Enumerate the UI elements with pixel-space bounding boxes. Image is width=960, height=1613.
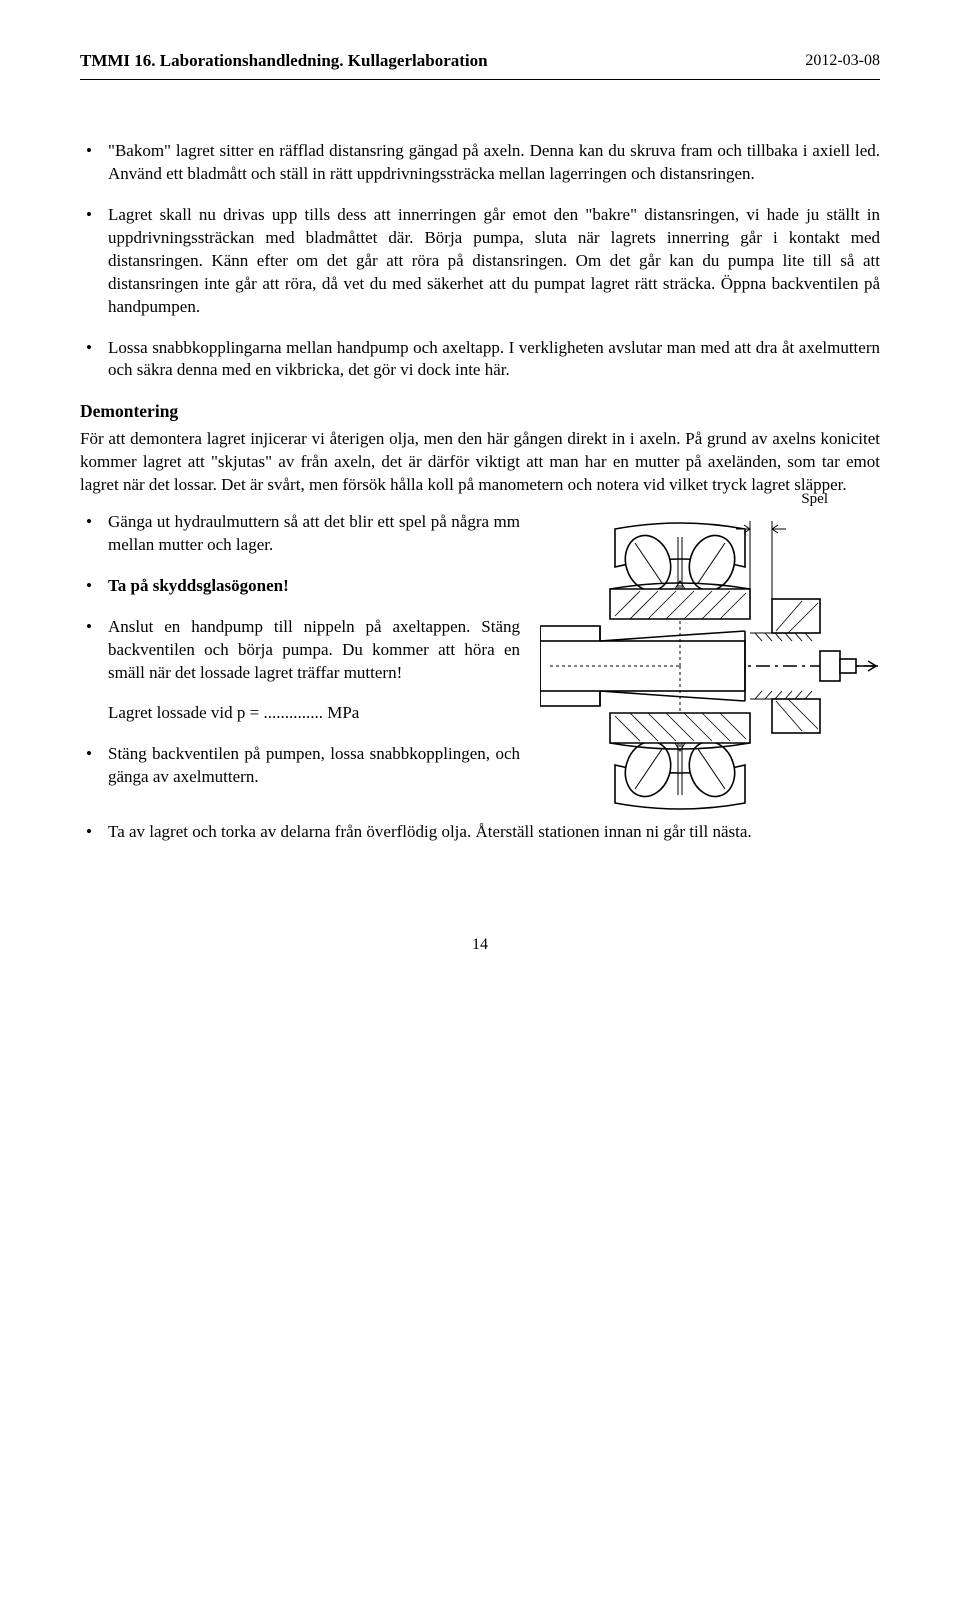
final-bullet-list: Ta av lagret och torka av delarna från ö… xyxy=(80,821,880,844)
list-item: Lagret lossade vid p = .............. MP… xyxy=(80,702,520,725)
list-item: Stäng backventilen på pumpen, lossa snab… xyxy=(80,743,520,789)
list-item: Lagret skall nu drivas upp tills dess at… xyxy=(80,204,880,319)
bold-text: Ta på skyddsglasögonen! xyxy=(108,576,289,595)
list-item: "Bakom" lagret sitter en räfflad distans… xyxy=(80,140,880,186)
right-column: Spel xyxy=(540,511,880,821)
two-column-section: Gänga ut hydraulmuttern så att det blir … xyxy=(80,511,880,821)
page-header: TMMI 16. Laborationshandledning. Kullage… xyxy=(80,50,880,80)
left-column: Gänga ut hydraulmuttern så att det blir … xyxy=(80,511,520,807)
top-bullet-list: "Bakom" lagret sitter en räfflad distans… xyxy=(80,140,880,382)
bottom-bullet-list: Gänga ut hydraulmuttern så att det blir … xyxy=(80,511,520,789)
demontering-heading: Demontering xyxy=(80,400,880,424)
header-date: 2012-03-08 xyxy=(805,50,880,72)
page-number: 14 xyxy=(80,934,880,956)
demontering-paragraph: För att demontera lagret injicerar vi åt… xyxy=(80,428,880,497)
header-title: TMMI 16. Laborationshandledning. Kullage… xyxy=(80,50,488,73)
list-item: Gänga ut hydraulmuttern så att det blir … xyxy=(80,511,520,557)
list-item: Ta på skyddsglasögonen! xyxy=(80,575,520,598)
bearing-diagram xyxy=(540,511,880,821)
list-item: Lossa snabbkopplingarna mellan handpump … xyxy=(80,337,880,383)
pressure-fill-line: Lagret lossade vid p = .............. MP… xyxy=(108,702,520,725)
list-item: Ta av lagret och torka av delarna från ö… xyxy=(80,821,880,844)
list-item: Anslut en handpump till nippeln på axelt… xyxy=(80,616,520,685)
spel-label: Spel xyxy=(801,489,828,509)
